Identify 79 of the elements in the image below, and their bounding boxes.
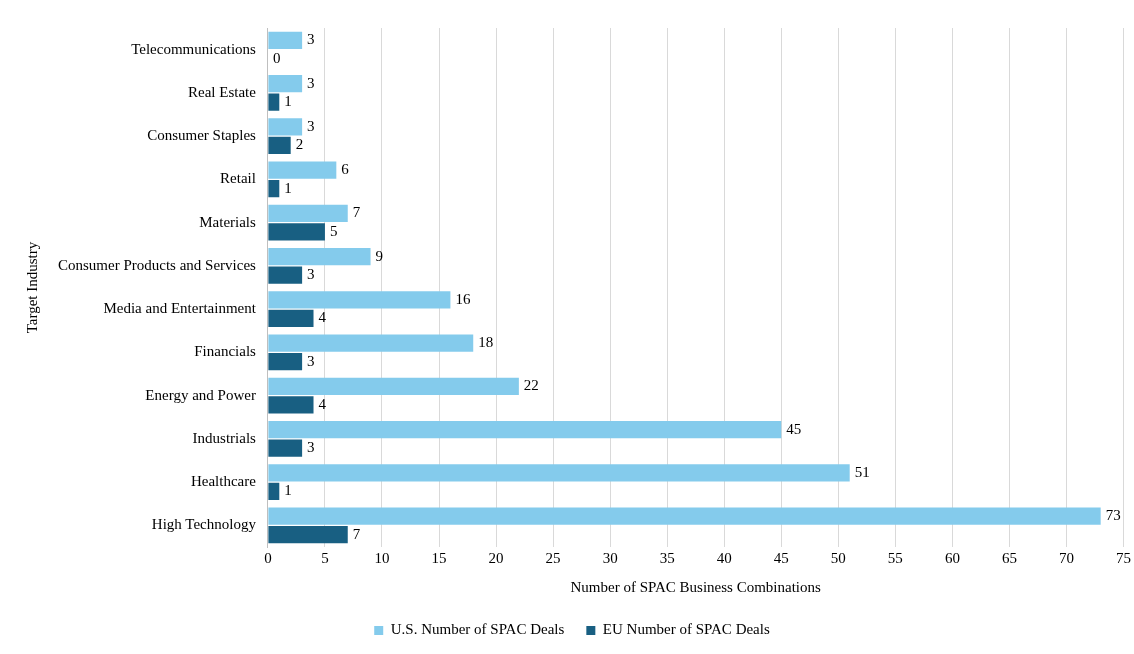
bar [268, 309, 314, 327]
data-label: 7 [352, 204, 361, 221]
x-tick-label: 65 [1001, 549, 1017, 566]
bar [268, 421, 782, 439]
y-tick-label: Industrials [192, 429, 257, 446]
y-tick-label: Consumer Staples [147, 127, 257, 144]
bar [268, 248, 371, 266]
data-label: 5 [329, 222, 338, 239]
bar [268, 353, 303, 371]
y-tick-label: Energy and Power [145, 386, 256, 403]
data-label: 3 [307, 439, 315, 456]
data-label: 22 [523, 377, 539, 394]
bar [268, 223, 325, 241]
bar [268, 377, 519, 395]
x-axis-title: Number of SPAC Business Combinations [570, 578, 821, 595]
x-tick-label: 50 [830, 549, 846, 566]
bar [268, 180, 280, 198]
x-tick-label: 10 [374, 549, 390, 566]
x-tick-label: 15 [431, 549, 447, 566]
x-tick-label: 25 [545, 549, 561, 566]
legend-label: EU Number of SPAC Deals [602, 621, 770, 638]
bar [268, 334, 474, 352]
y-tick-label: Media and Entertainment [103, 300, 257, 317]
bar [268, 482, 280, 500]
bar [268, 118, 303, 136]
data-label: 1 [284, 93, 292, 110]
legend-label: U.S. Number of SPAC Deals [390, 621, 565, 638]
bar [268, 396, 314, 414]
x-tick-label: 35 [659, 549, 675, 566]
x-tick-label: 5 [321, 549, 329, 566]
data-label: 3 [307, 266, 315, 283]
x-tick-label: 75 [1116, 549, 1131, 566]
bar [268, 526, 348, 544]
data-label: 9 [375, 247, 384, 264]
y-tick-label: Materials [199, 213, 257, 230]
x-tick-label: 40 [716, 549, 732, 566]
y-axis-title: Target Industry [23, 241, 40, 334]
data-label: 16 [455, 290, 471, 307]
data-label: 1 [284, 482, 292, 499]
data-label: 4 [318, 309, 327, 326]
data-label: 3 [307, 117, 315, 134]
data-label: 3 [307, 352, 315, 369]
y-tick-label: Financials [194, 343, 257, 360]
x-tick-label: 60 [944, 549, 960, 566]
y-tick-label: Real Estate [188, 83, 257, 100]
bar [268, 464, 850, 482]
data-label: 7 [352, 525, 361, 542]
data-label: 4 [318, 395, 327, 412]
y-tick-label: Telecommunications [131, 40, 257, 57]
bar [268, 75, 303, 93]
data-label: 73 [1105, 507, 1121, 524]
x-tick-label: 20 [488, 549, 504, 566]
y-tick-label: Consumer Products and Services [58, 256, 257, 273]
bar [268, 266, 303, 284]
data-label: 3 [307, 31, 315, 48]
bar [268, 439, 303, 457]
bar [268, 31, 303, 49]
bar [268, 93, 280, 111]
data-label: 18 [478, 334, 494, 351]
data-label: 0 [272, 49, 281, 66]
y-tick-label: Retail [220, 170, 256, 187]
bar [268, 136, 291, 154]
data-label: 45 [786, 420, 802, 437]
bar [268, 507, 1101, 525]
bar [268, 204, 348, 222]
x-tick-label: 55 [887, 549, 903, 566]
bar [268, 291, 451, 309]
x-tick-label: 0 [264, 549, 272, 566]
bar [268, 161, 337, 179]
x-tick-label: 70 [1058, 549, 1074, 566]
y-tick-label: High Technology [151, 516, 257, 533]
data-label: 1 [284, 179, 292, 196]
data-label: 3 [307, 74, 315, 91]
data-label: 2 [295, 136, 304, 153]
x-tick-label: 30 [602, 549, 618, 566]
y-tick-label: Healthcare [190, 473, 257, 490]
data-label: 51 [854, 463, 870, 480]
data-label: 6 [341, 161, 350, 178]
x-tick-label: 45 [773, 549, 789, 566]
